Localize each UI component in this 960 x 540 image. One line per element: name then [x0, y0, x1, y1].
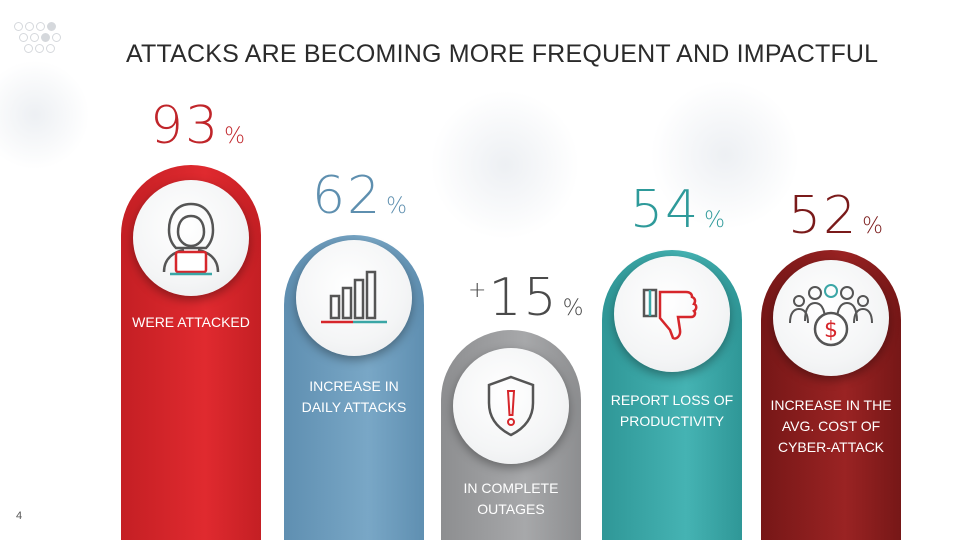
stat-label-line: OUTAGES	[477, 501, 545, 517]
stat-number: 15	[488, 268, 559, 328]
page-number: 4	[16, 510, 23, 522]
stat-icon-circle	[614, 256, 730, 372]
stat-label-line: IN COMPLETE	[463, 480, 559, 496]
stat-value-attacked: 93%	[150, 96, 247, 156]
stat-value-daily: 62%	[312, 166, 409, 226]
stat-number: 52	[788, 186, 859, 246]
people-dollar-icon: $	[789, 284, 873, 347]
bar-chart-icon	[321, 270, 387, 324]
stat-icon-circle: $	[773, 260, 889, 376]
shield-alert-icon	[487, 375, 535, 437]
stat-label-daily: INCREASE IN DAILY ATTACKS	[284, 376, 424, 418]
stat-percent: %	[862, 214, 886, 239]
stat-label-cost: INCREASE IN THE AVG. COST OF CYBER-ATTAC…	[761, 395, 901, 458]
stat-percent: %	[386, 194, 410, 219]
stat-label-line: PRODUCTIVITY	[619, 413, 725, 429]
stat-percent: %	[562, 296, 586, 321]
thumbs-down-icon	[642, 288, 698, 340]
stat-percent: %	[704, 208, 728, 233]
background-glow	[650, 80, 800, 230]
stat-icon-circle	[453, 348, 569, 464]
stat-value-productivity: 54%	[630, 180, 727, 240]
stat-label-line: DAILY ATTACKS	[301, 399, 407, 415]
stat-label-line: AVG. COST OF	[781, 418, 881, 434]
stat-label-line: WERE ATTACKED	[132, 314, 250, 330]
stat-number: 54	[630, 180, 701, 240]
stat-number: 62	[312, 166, 383, 226]
stat-label-line: CYBER-ATTACK	[777, 439, 885, 455]
stat-label-outages: IN COMPLETE OUTAGES	[441, 478, 581, 520]
stat-icon-circle	[296, 240, 412, 356]
stat-label-line: INCREASE IN	[309, 378, 399, 394]
stat-label-productivity: REPORT LOSS OF PRODUCTIVITY	[602, 390, 742, 432]
stat-label-line: INCREASE IN THE	[770, 397, 892, 413]
svg-text:$: $	[824, 318, 838, 343]
background-glow	[430, 90, 580, 240]
hacker-laptop-icon	[162, 202, 220, 276]
slide-title: ATTACKS ARE BECOMING MORE FREQUENT AND I…	[126, 40, 879, 68]
background-glow	[0, 60, 90, 170]
stat-percent: %	[224, 124, 248, 149]
stat-label-attacked: WERE ATTACKED	[121, 312, 261, 333]
stat-prefix: +	[468, 278, 489, 303]
stat-value-cost: 52%	[788, 186, 885, 246]
stat-value-outages: +15%	[468, 268, 586, 328]
stat-icon-circle	[133, 180, 249, 296]
decorative-dots	[14, 22, 74, 72]
stat-label-line: REPORT LOSS OF	[610, 392, 734, 408]
stat-number: 93	[150, 96, 221, 156]
